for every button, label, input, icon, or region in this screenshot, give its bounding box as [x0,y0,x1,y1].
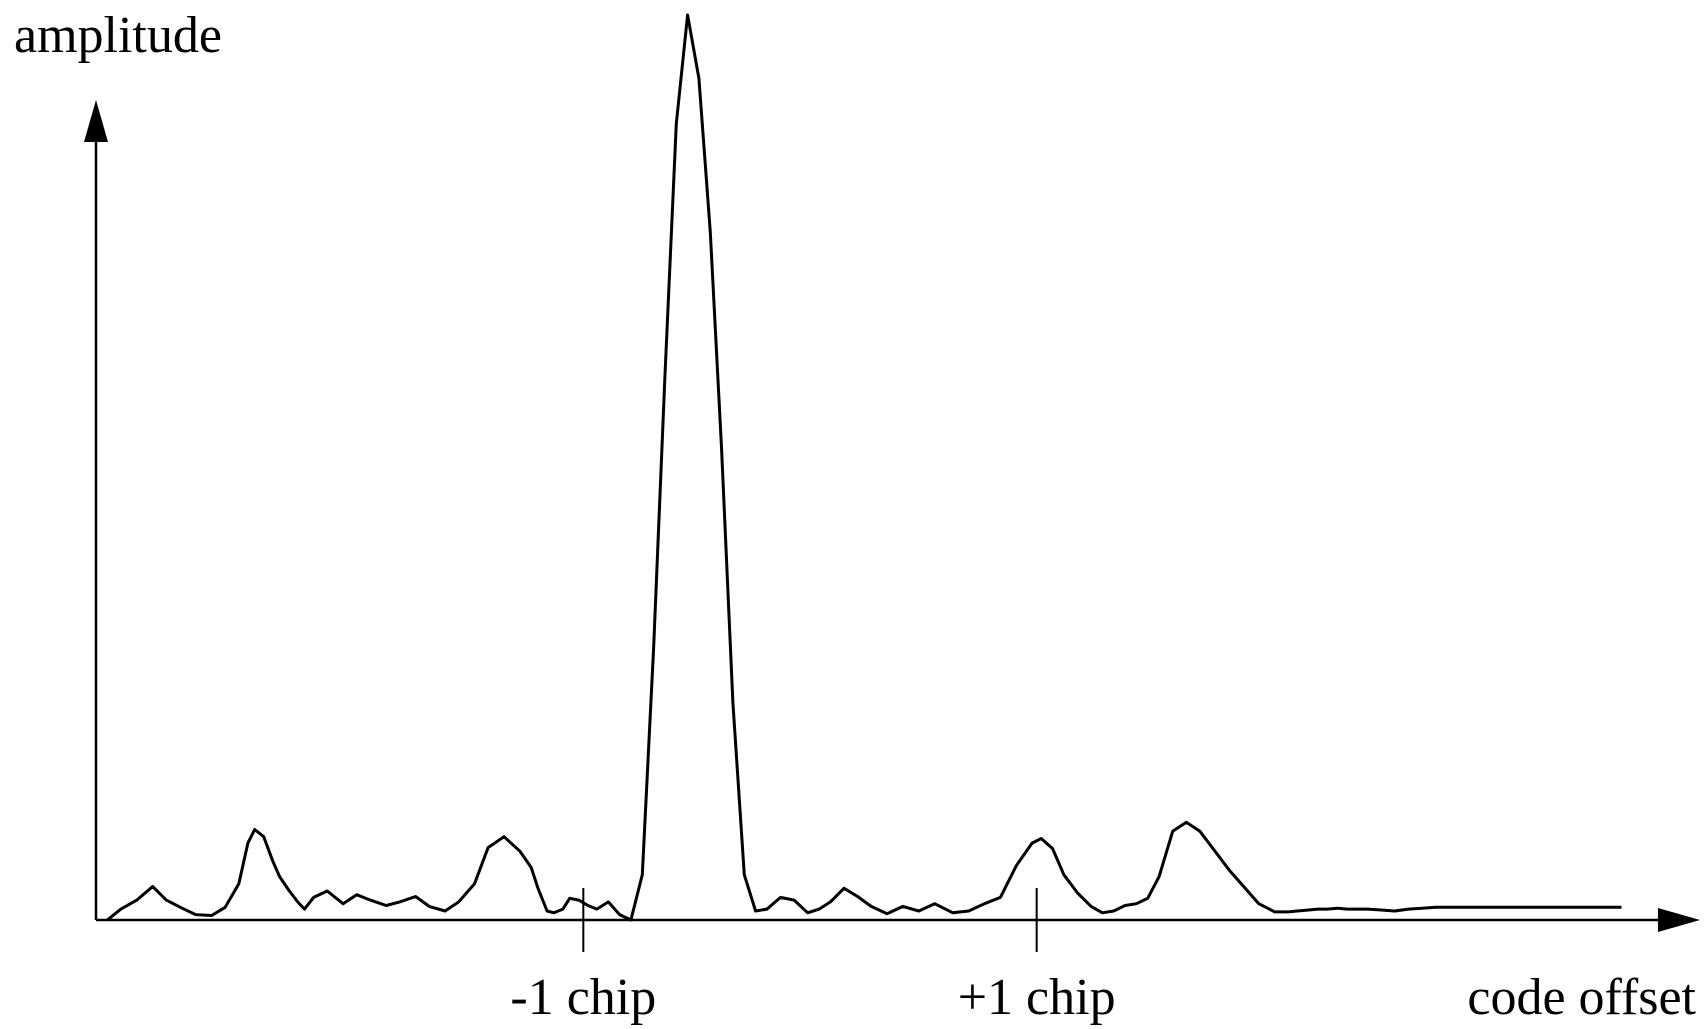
x-tick-label: +1 chip [958,969,1116,1026]
series-line [106,13,1622,922]
x-axis-label: code offset [1467,969,1696,1026]
x-axis-arrowhead [1658,908,1700,932]
y-axis-arrowhead [84,100,108,142]
y-axis-label: amplitude [14,7,222,64]
x-tick-label: -1 chip [510,969,656,1026]
